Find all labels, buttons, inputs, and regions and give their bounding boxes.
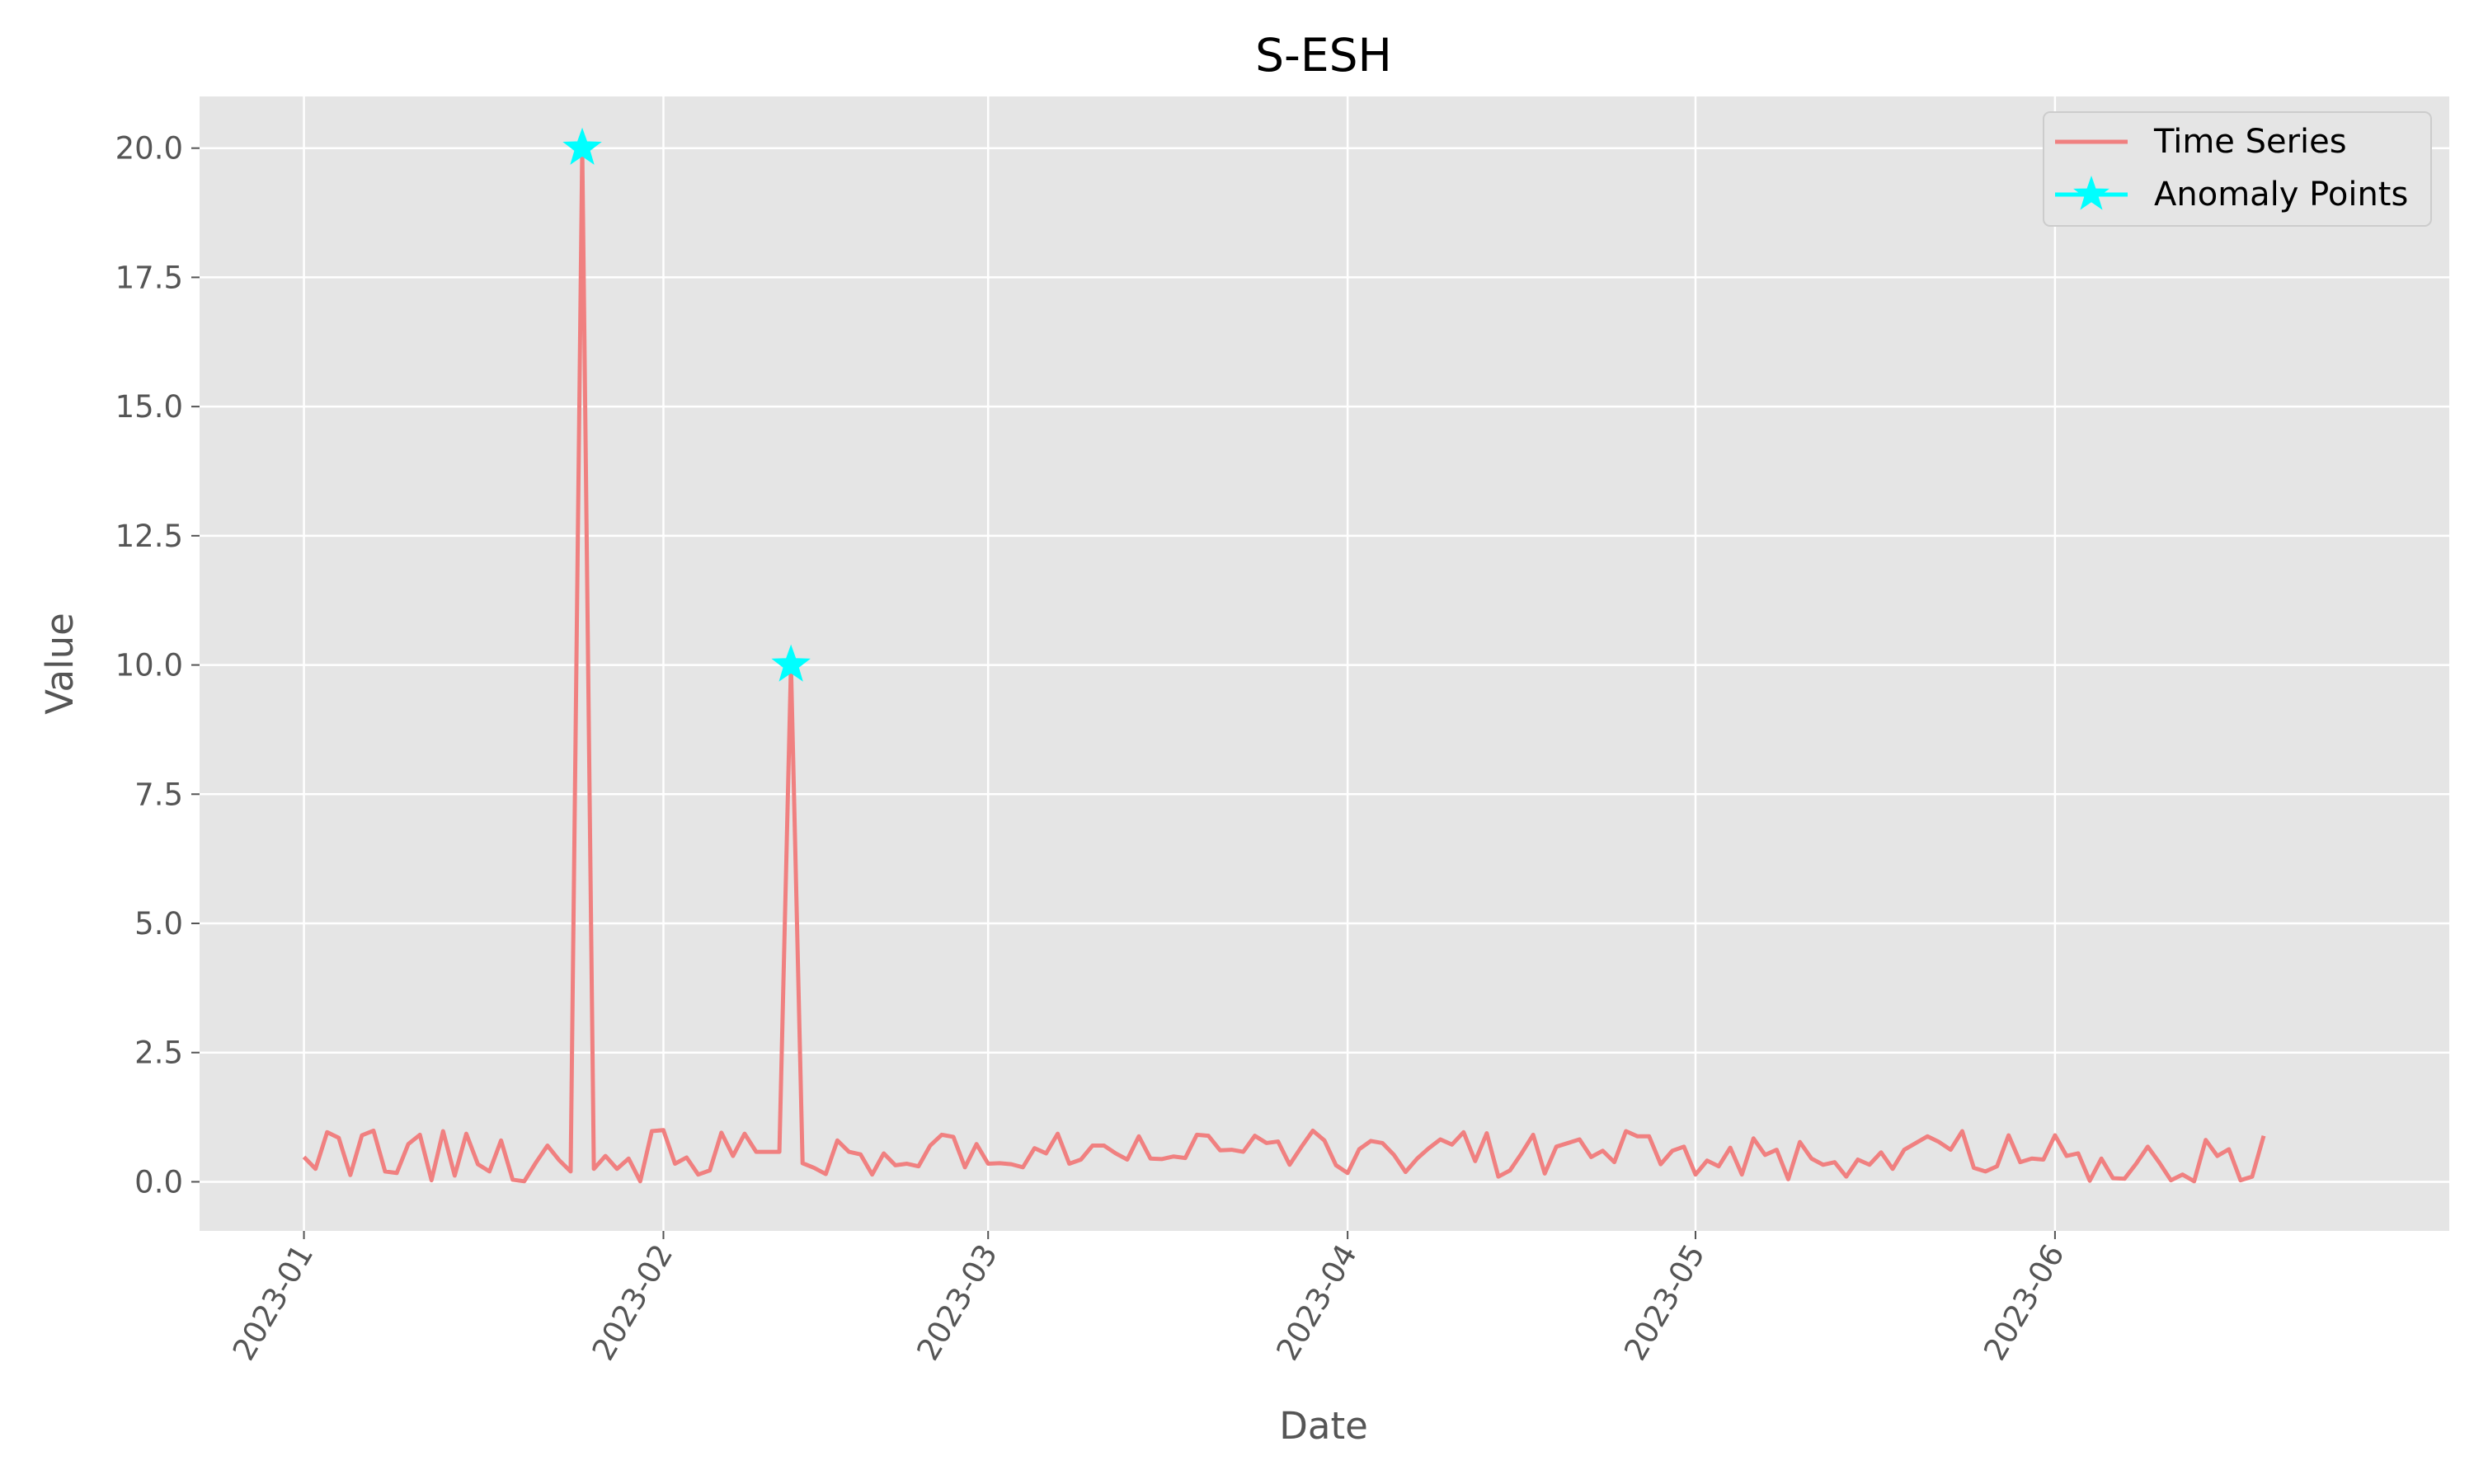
legend: Time Series Anomaly Points bbox=[2043, 111, 2432, 227]
series-layer bbox=[302, 146, 2266, 1184]
chart-title: S-ESH bbox=[1255, 29, 1392, 82]
x-axis-label: Date bbox=[1279, 1404, 1368, 1448]
anomaly-markers bbox=[562, 127, 811, 682]
series-line-time-series bbox=[302, 146, 2266, 1184]
anomaly-point-star bbox=[771, 644, 811, 682]
y-tick-label: 5.0 bbox=[134, 906, 183, 942]
y-axis-label: Value bbox=[38, 613, 82, 715]
legend-box bbox=[2043, 111, 2432, 227]
legend-label-anomaly-points: Anomaly Points bbox=[2154, 176, 2408, 214]
y-tick-label: 0.0 bbox=[134, 1164, 183, 1200]
y-tick-label: 10.0 bbox=[115, 648, 183, 683]
anomaly-point-star bbox=[562, 127, 602, 165]
y-tick-label: 20.0 bbox=[115, 131, 183, 167]
plot-area bbox=[200, 96, 2449, 1231]
y-tick-label: 7.5 bbox=[134, 777, 183, 812]
y-axis-ticks: 0.0 2.5 5.0 7.5 10.0 12.5 15.0 17.5 20.0 bbox=[115, 131, 200, 1200]
y-tick-label: 15.0 bbox=[115, 389, 183, 425]
legend-label-time-series: Time Series bbox=[2153, 123, 2347, 161]
legend-star-icon bbox=[2073, 175, 2109, 210]
y-tick-label: 12.5 bbox=[115, 519, 183, 554]
y-tick-label: 17.5 bbox=[115, 260, 183, 295]
y-tick-label: 2.5 bbox=[134, 1036, 183, 1071]
